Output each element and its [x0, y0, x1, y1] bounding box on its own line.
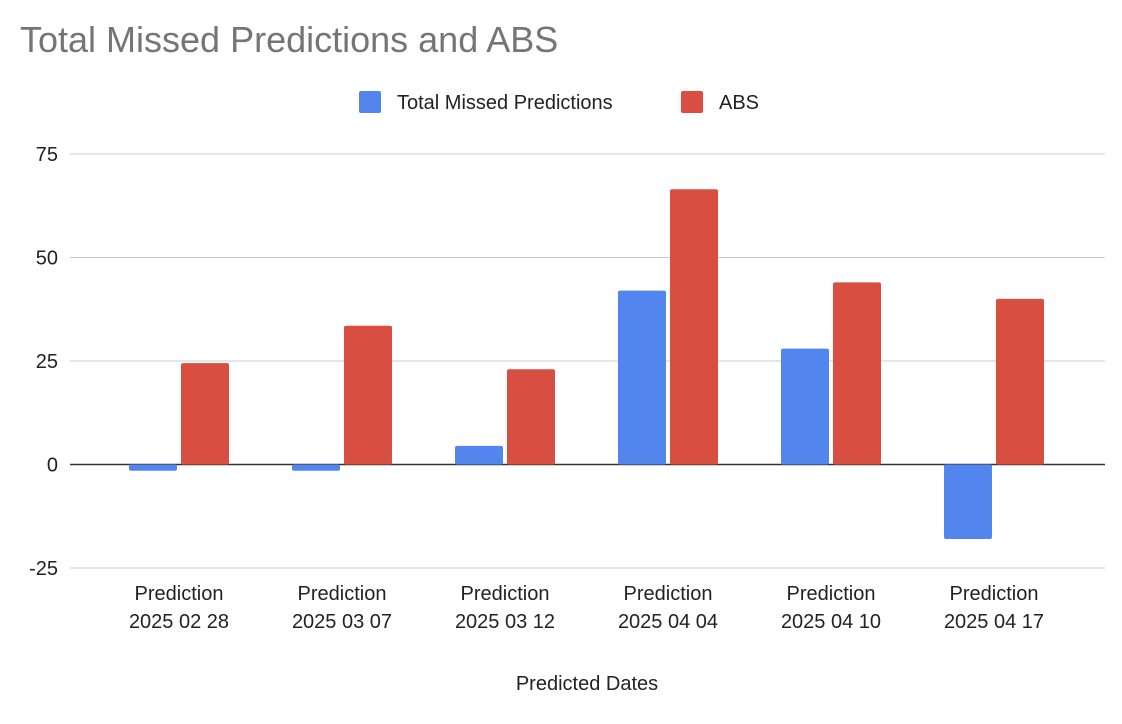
gridlines	[70, 153, 1105, 569]
y-tick-label: 75	[36, 144, 58, 166]
y-tick-label: 50	[36, 248, 58, 270]
bar-abs	[181, 363, 229, 465]
bar-abs	[670, 189, 718, 465]
bar-total-missed-predictions	[618, 290, 666, 465]
bars	[129, 189, 1044, 540]
bar-total-missed-predictions	[781, 348, 829, 465]
x-tick-label: Prediction 2025 02 28	[129, 583, 229, 633]
bar-total-missed-predictions	[292, 464, 340, 471]
x-axis-title: Predicted Dates	[516, 673, 658, 695]
x-tick-label: Prediction 2025 04 17	[944, 583, 1044, 633]
legend-swatch-abs	[681, 91, 703, 113]
x-tick-label: Prediction 2025 03 07	[292, 583, 392, 633]
x-tick-label: Prediction 2025 04 10	[781, 583, 881, 633]
legend-label-abs: ABS	[719, 92, 759, 114]
bar-abs	[344, 325, 392, 465]
legend-label-total-missed-predictions: Total Missed Predictions	[397, 92, 613, 114]
bar-abs	[833, 282, 881, 465]
legend: Total Missed Predictions ABS	[359, 91, 759, 114]
x-tick-label: Prediction 2025 04 04	[618, 583, 718, 633]
chart-title: Total Missed Predictions and ABS	[20, 19, 558, 60]
x-axis-tick-labels: Prediction 2025 02 28 Prediction 2025 03 07…	[129, 583, 1044, 633]
y-axis-tick-labels: 75 50 25 0 -25	[29, 144, 58, 580]
y-tick-label: -25	[29, 558, 58, 580]
bar-abs	[507, 369, 555, 465]
x-tick-label: Prediction 2025 03 12	[455, 583, 555, 633]
y-tick-label: 25	[36, 351, 58, 373]
legend-swatch-total-missed-predictions	[359, 91, 381, 113]
bar-total-missed-predictions	[129, 464, 177, 471]
bar-abs	[996, 298, 1044, 465]
bar-total-missed-predictions	[944, 464, 992, 540]
y-tick-label: 0	[47, 455, 58, 477]
bar-total-missed-predictions	[455, 445, 503, 465]
